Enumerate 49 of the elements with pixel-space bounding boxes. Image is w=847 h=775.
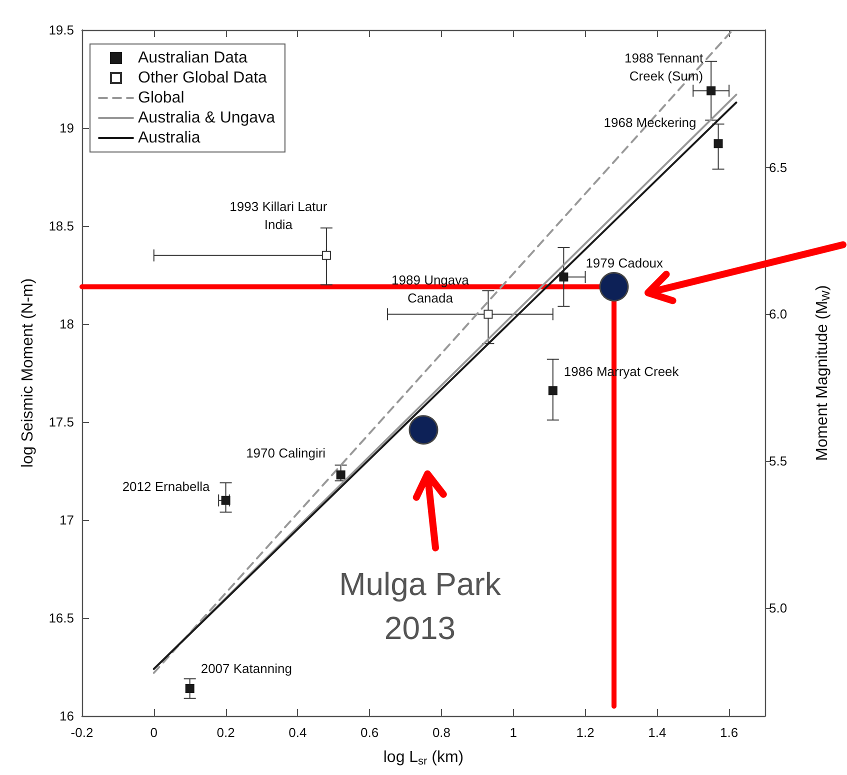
point (408, 415, 438, 445)
annotation: 2012 Ernabella (122, 478, 211, 494)
x-tick-label: 0 (150, 725, 158, 740)
y-tick-label: 18.5 (48, 218, 74, 234)
y-tick-label: 19.5 (48, 22, 74, 38)
point (484, 310, 493, 319)
legend-label: Australian Data (138, 50, 248, 66)
y2-tick-label: 5.5 (769, 454, 788, 469)
annotation: 1993 Killari Latur India (230, 198, 328, 232)
point (221, 496, 230, 505)
point (185, 684, 194, 694)
annotation: Mulga Park 2013 (339, 566, 502, 646)
annotation: 1979 Cadoux (586, 255, 664, 270)
point (322, 250, 331, 260)
y-tick-label: 17.5 (48, 414, 74, 430)
legend-label: Australia & Ungava (138, 110, 276, 126)
annotation: 1988 Tennant Creek (Sum) (624, 50, 704, 84)
legend-label: Australia (138, 130, 200, 146)
y2-tick-label: 6.0 (769, 306, 788, 322)
y-tick-label: 19 (60, 120, 74, 136)
annotation: 1970 Calingiri (246, 445, 326, 460)
y2-axis-title: Moment Magnitude (MW) (814, 285, 832, 461)
point (706, 86, 716, 96)
y-tick-label: 18 (60, 316, 74, 332)
x-tick-label: 1 (510, 725, 517, 740)
x-tick-label: 0.6 (360, 725, 379, 740)
x-tick-label: 0.8 (432, 725, 451, 740)
x-tick-label: -0.2 (70, 725, 94, 740)
annotation: 1989 Ungava Canada (392, 272, 470, 306)
annotation: 2007 Katanning (200, 661, 292, 676)
point (599, 272, 629, 302)
x-tick-label: 1.4 (648, 725, 666, 740)
y-tick-label: 16 (60, 708, 74, 724)
x-tick-label: 1.2 (576, 725, 594, 740)
point (559, 272, 568, 282)
y-tick-label: 16.5 (48, 610, 74, 626)
point (336, 470, 346, 480)
x-tick-label: 0.2 (216, 725, 235, 740)
y-axis-title: log Seismic Moment (N-m) (20, 278, 36, 468)
x-tick-label: 0.4 (288, 725, 307, 740)
x-tick-label: 1.6 (720, 725, 738, 740)
annotation: 1968 Meckering (604, 115, 696, 130)
legend-label: Global (138, 90, 184, 106)
y-tick-label: 17 (60, 512, 74, 528)
point (714, 139, 723, 148)
point (548, 386, 558, 396)
y2-tick-label: 6.5 (769, 160, 788, 175)
y2-tick-label: 5.0 (769, 600, 788, 616)
legend-label: Other Global Data (138, 70, 268, 86)
